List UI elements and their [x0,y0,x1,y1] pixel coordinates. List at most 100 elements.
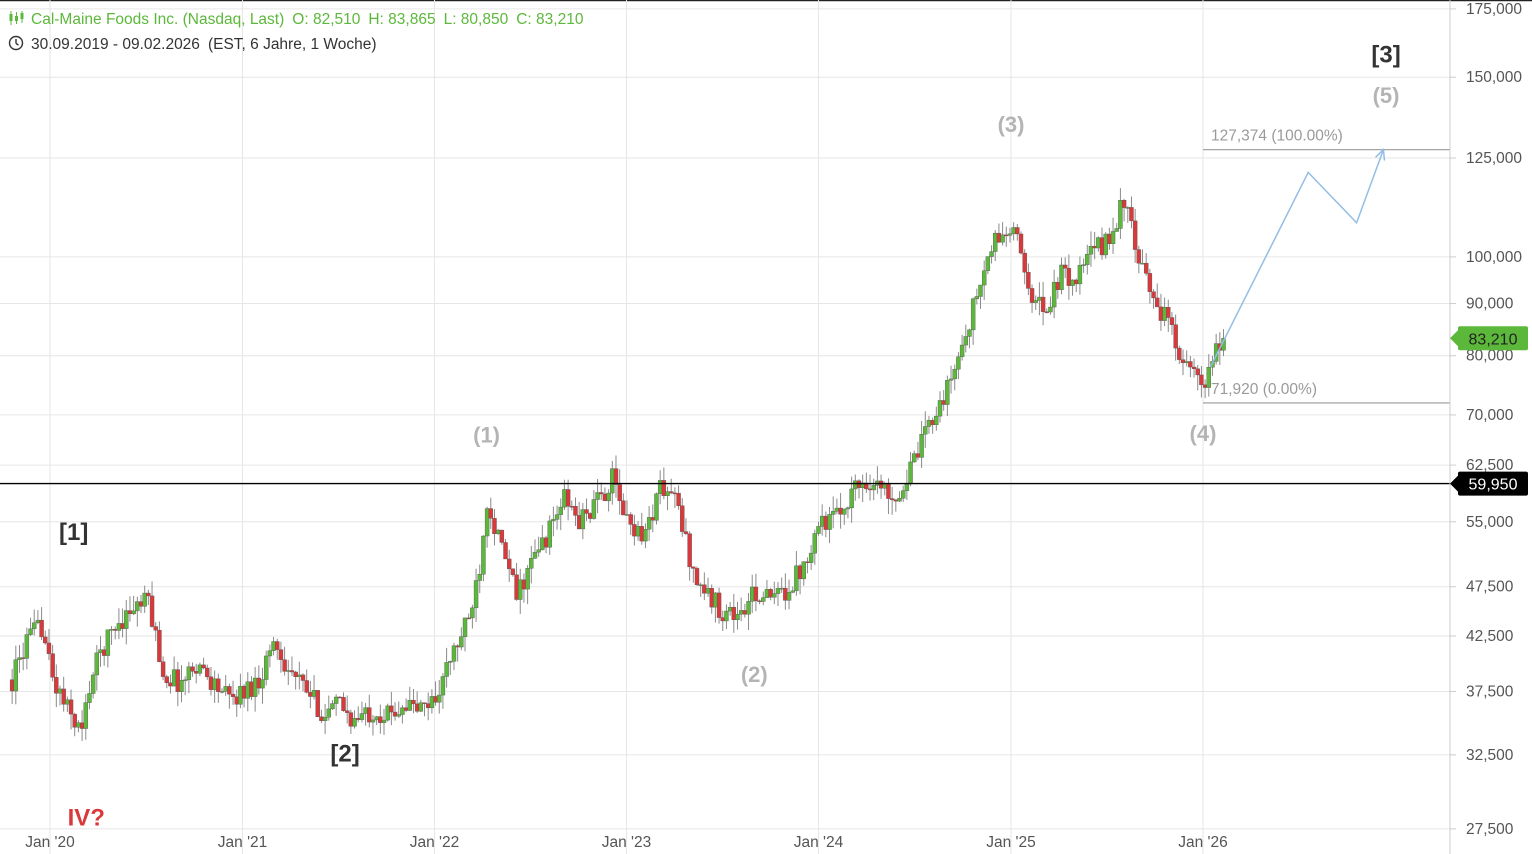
candle-up [32,622,37,630]
candle-up [845,507,851,510]
candle-up [473,580,479,609]
last-price-badge-arrow [1450,330,1458,347]
candle-up [459,636,464,648]
candle-up [197,664,203,674]
candle-up [352,718,357,727]
candle-up [245,681,250,699]
candle-up [900,490,906,499]
candle-up [624,514,630,516]
candle-down [930,420,935,425]
candle-down [889,498,895,501]
wave-label: IV? [68,805,105,832]
candle-down [632,524,637,537]
candle-up [65,699,70,705]
x-tick-label: Jan '20 [25,834,75,851]
candle-down [149,595,155,627]
candle-up [87,693,92,703]
candle-up [952,368,957,380]
candle-up [116,623,122,631]
projection-path [1209,149,1385,368]
candle-down [569,505,574,508]
candle-up [76,722,81,728]
candle-up [853,480,858,490]
candle-down [1132,220,1138,250]
candle-up [212,678,217,690]
candle-down [720,617,725,622]
candle-down [304,680,309,693]
y-tick-label: 80,000 [1466,348,1514,365]
candle-up [698,584,703,587]
candle-up [179,680,184,692]
candle-up [1125,207,1130,209]
candle-up [819,515,825,527]
candle-down [621,500,626,516]
candle-down [194,671,199,674]
candle-down [201,664,206,669]
last-price-label: 83,210 [1469,331,1518,348]
candle-down [1191,366,1197,370]
candle-up [407,699,412,711]
candle-down [138,601,144,607]
instrument-title: Cal-Maine Foods Inc. (Nasdaq, Last) [31,11,285,28]
candle-down [205,667,210,678]
high-value: H: 83,865 [368,11,436,28]
candle-down [996,232,1002,243]
candle-up [267,650,273,657]
candle-up [381,719,387,723]
candle-down [507,558,512,570]
y-tick-label: 47,500 [1466,579,1514,596]
wave-label: [2] [330,741,359,768]
wave-label: (5) [1373,83,1400,108]
candle-up [842,508,847,515]
wave-label: [1] [59,519,88,546]
candle-down [1136,249,1142,264]
candle-up [1110,231,1116,244]
candle-up [1140,262,1145,265]
candle-up [554,514,560,520]
candle-up [1114,228,1119,232]
candle-down [1199,374,1204,386]
candle-down [319,716,324,721]
candle-down [805,561,810,563]
candle-down [308,692,313,697]
last-price-badge [1458,326,1528,351]
candle-up [1103,233,1108,256]
candle-down [160,661,166,677]
candle-up [286,670,291,672]
candle-up [761,597,766,602]
candle-down [584,509,589,514]
candle-down [683,531,689,534]
fib-label: 71,920 (0.00%) [1211,381,1317,398]
candle-down [113,629,118,631]
candle-up [974,296,980,300]
candle-up [359,713,365,720]
candle-up [532,551,538,559]
candle-up [801,561,806,580]
candle-up [444,662,449,677]
candle-down [1166,307,1171,318]
candle-up [142,592,147,607]
candle-up [897,498,902,502]
candle-up [322,717,328,721]
candle-up [330,703,335,710]
candle-down [1004,234,1009,237]
candle-down [414,703,420,712]
y-tick-label: 42,500 [1466,628,1514,645]
clock-icon [8,35,24,51]
candle-down [588,513,593,519]
candle-down [1121,200,1127,208]
period-info: (EST, 6 Jahre, 1 Woche) [207,36,377,53]
candle-down [492,518,497,535]
candle-up [816,526,821,534]
candle-up [790,590,795,593]
candle-down [687,533,692,568]
candle-up [551,519,556,522]
candle-up [1096,237,1101,249]
candle-down [50,653,55,678]
candle-up [562,489,567,508]
candle-up [904,483,910,491]
candle-down [190,666,195,672]
candle-up [440,676,446,696]
